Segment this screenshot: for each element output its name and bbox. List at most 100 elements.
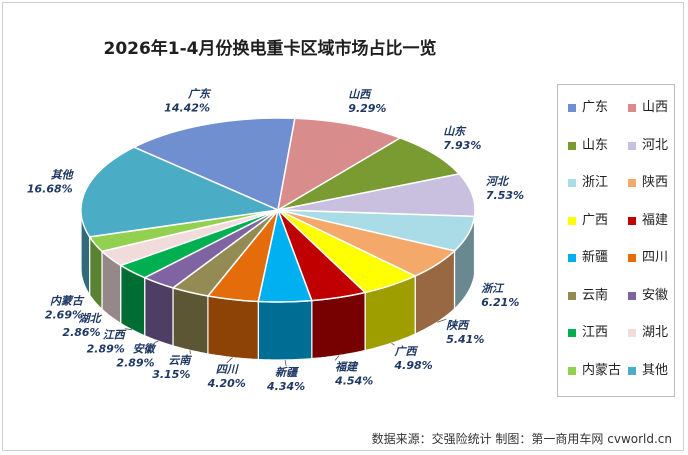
legend-item-广西: 广西 [568, 212, 626, 232]
slice-name-label: 山西 [348, 88, 372, 101]
legend-label: 江西 [582, 325, 609, 340]
pie-side-云南 [172, 287, 209, 355]
legend-label: 福建 [642, 212, 669, 228]
legend-swatch [568, 366, 576, 375]
chart-title: 2026年1-4月份换电重卡区域市场占比一览 [103, 39, 437, 59]
legend-swatch [568, 141, 576, 150]
leader-line [391, 342, 395, 346]
leader-line [437, 318, 447, 323]
leader-line [334, 355, 340, 361]
legend-label: 山东 [582, 137, 609, 153]
slice-value-label: 4.98% [394, 359, 433, 372]
legend-item-山东: 山东 [568, 137, 626, 157]
leader-line [124, 328, 133, 331]
slice-name-label: 福建 [335, 360, 359, 373]
slice-value-label: 4.20% [207, 377, 246, 390]
slice-value-label: 7.93% [443, 139, 481, 152]
legend-swatch [628, 141, 636, 150]
pie-slice-山西 [276, 117, 403, 212]
slice-name-label: 山东 [443, 125, 467, 138]
slice-name-label: 四川 [216, 363, 240, 376]
legend-label: 云南 [582, 287, 609, 303]
legend-item-云南: 云南 [568, 287, 626, 307]
slice-value-label: 14.42% [164, 102, 210, 115]
slice-name-label: 河北 [486, 175, 510, 188]
legend-swatch [568, 104, 576, 112]
legend-swatch [568, 329, 576, 337]
pie-slice-山东 [277, 137, 461, 211]
legend-swatch [568, 291, 576, 300]
legend-swatch [628, 254, 636, 262]
legend-swatch [628, 291, 636, 300]
slice-value-label: 16.68% [27, 182, 73, 195]
slice-value-label: 2.89% [116, 357, 154, 370]
slice-name-label: 广西 [394, 345, 419, 358]
leader-line [226, 357, 233, 364]
slice-value-label: 9.29% [348, 102, 386, 115]
legend-label: 陕西 [642, 175, 669, 190]
slice-value-label: 7.53% [486, 189, 524, 202]
legend-label: 广东 [582, 100, 609, 115]
legend-label: 山西 [642, 100, 669, 115]
legend-item-江西: 江西 [568, 324, 626, 344]
legend-label: 四川 [642, 250, 669, 265]
pie-side-新疆 [257, 299, 313, 361]
legend-item-福建: 福建 [628, 212, 686, 232]
legend-item-浙江: 浙江 [568, 174, 626, 194]
legend-item-山西: 山西 [628, 99, 686, 119]
legend-item-湖北: 湖北 [628, 324, 686, 344]
legend-label: 湖北 [642, 325, 669, 340]
legend-swatch [568, 216, 576, 225]
slice-name-label: 其他 [51, 168, 75, 181]
slice-value-label: 2.69% [45, 309, 83, 322]
legend: 广东 山西山东 河北浙江 陕西广西 福建新疆 四川云南 安徽江西 湖北内蒙古 其他 [557, 84, 675, 397]
legend-label: 河北 [642, 137, 669, 153]
slice-value-label: 4.54% [334, 374, 373, 387]
legend-item-新疆: 新疆 [568, 249, 626, 269]
legend-item-河北: 河北 [628, 137, 686, 157]
legend-swatch [568, 179, 576, 187]
legend-item-广东: 广东 [568, 99, 626, 119]
pie-side-安徽 [144, 276, 174, 347]
slice-value-label: 5.41% [446, 333, 484, 346]
legend-label: 新疆 [582, 250, 609, 265]
pie-slice-广东 [132, 117, 296, 212]
slice-name-label: 广东 [187, 88, 212, 101]
legend-label: 广西 [582, 212, 609, 228]
slice-name-label: 湖北 [79, 312, 103, 325]
pie-sides [80, 210, 476, 361]
slice-value-label: 4.34% [266, 380, 305, 393]
legend-item-安徽: 安徽 [628, 287, 686, 307]
slice-name-label: 云南 [168, 354, 192, 367]
pie-tops [80, 117, 476, 303]
slice-value-label: 2.86% [62, 326, 100, 339]
slice-value-label: 3.15% [152, 368, 190, 381]
legend-swatch [628, 366, 636, 375]
legend-label: 其他 [642, 362, 669, 378]
legend-item-其他: 其他 [628, 362, 686, 382]
legend-label: 安徽 [642, 287, 669, 303]
leader-line [154, 340, 159, 343]
legend-item-陕西: 陕西 [628, 174, 686, 194]
slice-name-label: 陕西 [446, 319, 470, 332]
slice-name-label: 浙江 [481, 282, 505, 295]
slice-name-label: 新疆 [275, 366, 299, 379]
legend-swatch [628, 104, 636, 112]
legend-swatch [628, 329, 636, 337]
slice-name-label: 江西 [103, 329, 127, 342]
legend-label: 内蒙古 [582, 362, 622, 378]
legend-swatch [568, 254, 576, 262]
slice-name-label: 安徽 [133, 343, 157, 356]
pie-side-四川 [207, 295, 259, 361]
legend-item-四川: 四川 [628, 249, 686, 269]
legend-swatch [628, 216, 636, 225]
pie-side-福建 [311, 291, 366, 360]
source-note: 数据来源：交强险统计 制图：第一商用车网 cvworld.cn [371, 432, 672, 446]
leader-line [284, 359, 287, 366]
legend-item-内蒙古: 内蒙古 [568, 362, 626, 382]
slice-value-label: 6.21% [481, 296, 519, 309]
legend-swatch [628, 179, 636, 187]
pie-slice-其他 [80, 146, 281, 238]
